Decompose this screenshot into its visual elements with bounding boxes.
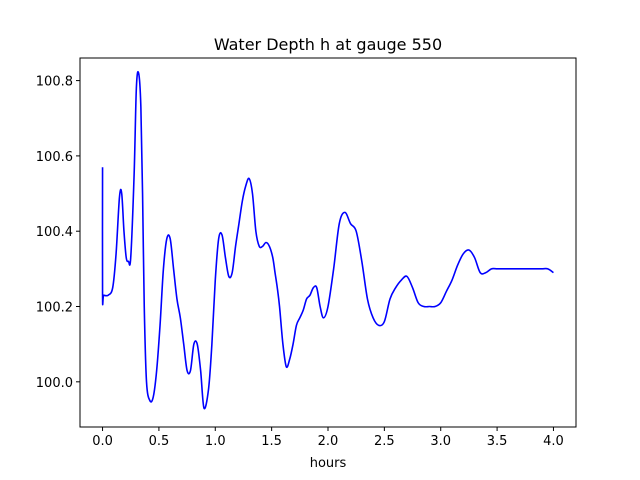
y-tick-label: 100.6 <box>36 150 73 165</box>
y-axis-ticks: 100.0 100.2 100.4 100.6 100.8 <box>36 75 80 391</box>
x-tick-label: 2.5 <box>374 434 395 449</box>
x-tick-label: 4.0 <box>543 434 564 449</box>
y-tick-label: 100.0 <box>36 376 73 391</box>
chart-title: Water Depth h at gauge 550 <box>214 35 442 54</box>
x-tick-label: 3.5 <box>487 434 508 449</box>
x-tick-label: 0.0 <box>92 434 113 449</box>
x-tick-label: 1.5 <box>261 434 282 449</box>
x-tick-label: 1.0 <box>205 434 226 449</box>
x-axis-label: hours <box>310 456 347 471</box>
y-tick-label: 100.2 <box>36 301 73 316</box>
x-tick-label: 3.0 <box>430 434 451 449</box>
y-tick-label: 100.4 <box>36 225 73 240</box>
y-tick-label: 100.8 <box>36 75 73 90</box>
x-axis-ticks: 0.0 0.5 1.0 1.5 2.0 2.5 3.0 3.5 4.0 <box>92 427 564 449</box>
water-depth-line <box>101 70 554 410</box>
x-tick-label: 0.5 <box>149 434 170 449</box>
x-tick-label: 2.0 <box>318 434 339 449</box>
